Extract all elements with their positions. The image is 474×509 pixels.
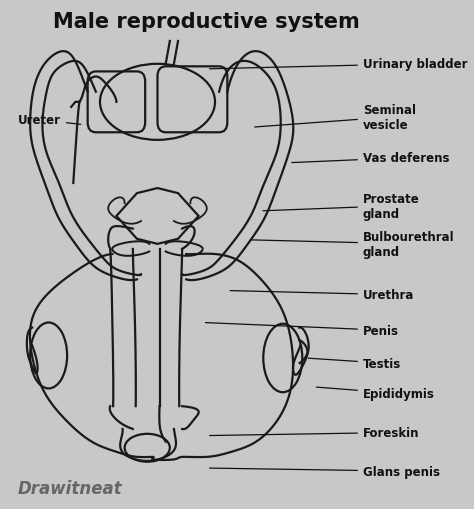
Text: Urethra: Urethra	[230, 289, 414, 301]
Text: Foreskin: Foreskin	[210, 426, 419, 439]
Text: Vas deferens: Vas deferens	[292, 152, 449, 165]
Text: Drawitneat: Drawitneat	[18, 479, 123, 497]
Text: Urinary bladder: Urinary bladder	[210, 58, 467, 71]
Text: Prostate
gland: Prostate gland	[263, 192, 419, 220]
Text: Testis: Testis	[308, 357, 401, 370]
Text: Seminal
vesicle: Seminal vesicle	[255, 104, 416, 132]
Text: Penis: Penis	[205, 323, 399, 337]
Text: Glans penis: Glans penis	[210, 465, 440, 477]
Text: Bulbourethral
gland: Bulbourethral gland	[251, 231, 455, 259]
Text: Ureter: Ureter	[18, 114, 81, 127]
Text: Male reproductive system: Male reproductive system	[54, 12, 360, 32]
Text: Epididymis: Epididymis	[316, 387, 435, 400]
